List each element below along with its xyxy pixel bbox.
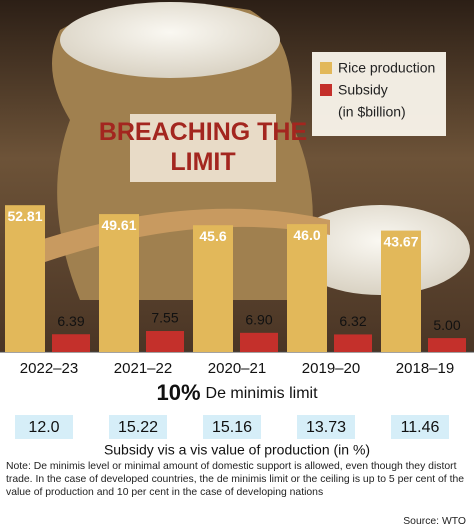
ratio-caption: Subsidy vis a vis value of production (i… <box>104 442 370 458</box>
legend-swatch <box>320 84 332 96</box>
value-label: 46.0 <box>293 227 320 243</box>
legend-swatch <box>320 62 332 74</box>
value-label: 52.81 <box>7 208 42 224</box>
ratio-value: 15.22 <box>118 419 158 436</box>
bar <box>193 225 233 352</box>
legend-unit: (in $billion) <box>338 104 406 120</box>
legend-label: Subsidy <box>338 82 388 98</box>
ratio-value: 11.46 <box>401 419 440 436</box>
rice-pile <box>290 205 470 295</box>
bar <box>146 331 184 352</box>
limit-label: De minimis limit <box>206 385 319 402</box>
ratio-value: 15.16 <box>212 419 252 436</box>
bar <box>428 338 466 352</box>
ratio-value: 13.73 <box>306 419 346 436</box>
value-label: 6.39 <box>57 313 84 329</box>
x-tick-label: 2021–22 <box>114 360 172 377</box>
value-label: 5.00 <box>433 317 460 333</box>
value-label: 6.90 <box>245 312 272 328</box>
ratio-box <box>391 415 449 439</box>
x-tick-label: 2022–23 <box>20 360 78 377</box>
value-label: 43.67 <box>383 233 418 249</box>
ratio-box <box>109 415 167 439</box>
ratio-box <box>297 415 355 439</box>
title-box <box>130 114 276 182</box>
ratio-box <box>203 415 261 439</box>
rice-heap <box>60 2 280 78</box>
ratio-box <box>15 415 73 439</box>
limit-value: 10% <box>156 380 200 405</box>
limit: 10% De minimis limit <box>156 380 318 405</box>
bar <box>240 332 278 352</box>
x-tick-label: 2020–21 <box>208 360 266 377</box>
chart: BREACHING THE LIMIT Rice production Subsid… <box>0 0 474 460</box>
legend <box>312 52 446 136</box>
value-label: 49.61 <box>101 217 136 233</box>
x-tick-label: 2018–19 <box>396 360 454 377</box>
note: Note: De minimis level or minimal amount… <box>6 461 465 498</box>
bar <box>99 214 139 352</box>
source: Source: WTO <box>403 516 466 527</box>
value-label: 7.55 <box>151 310 178 326</box>
bar <box>381 230 421 352</box>
panel <box>0 352 474 460</box>
value-label: 6.32 <box>339 313 366 329</box>
legend-label: Rice production <box>338 60 435 76</box>
value-label: 45.6 <box>199 228 226 244</box>
chart-title: BREACHING THE LIMIT <box>99 118 307 176</box>
x-tick-label: 2019–20 <box>302 360 360 377</box>
bar <box>52 334 90 352</box>
ratio-value: 12.0 <box>28 419 59 436</box>
bar <box>287 224 327 352</box>
bar <box>5 205 45 352</box>
bar <box>334 334 372 352</box>
